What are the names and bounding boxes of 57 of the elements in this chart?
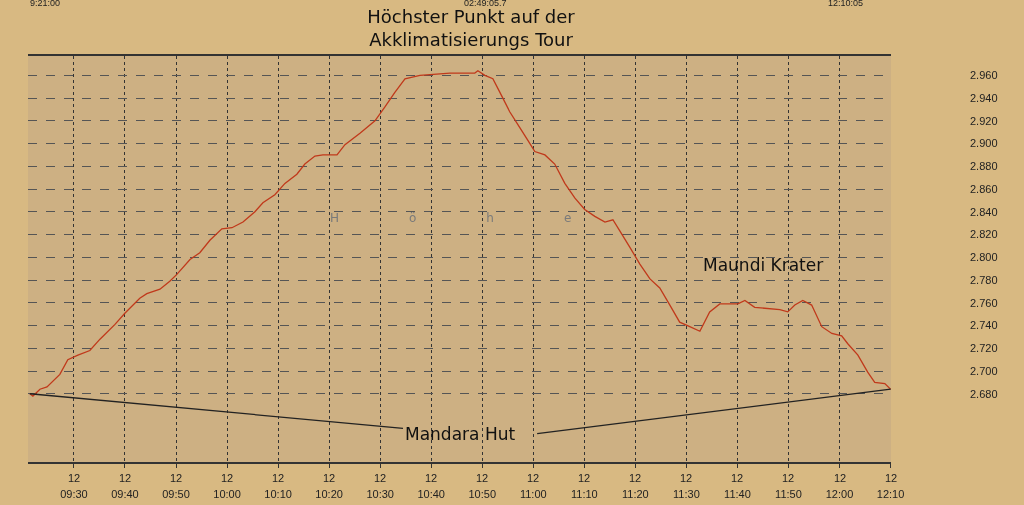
y-tick-label: 2.760 <box>970 296 998 309</box>
text: 12 <box>885 472 898 484</box>
x-tick-label: 11:50 <box>775 488 802 501</box>
x-tick-label: 10:10 <box>264 488 292 501</box>
text: 12 <box>629 472 642 484</box>
x-tick-label: 10:00 <box>213 488 241 501</box>
y-tick-label: 2.860 <box>970 182 998 195</box>
x-tick-label: 10:40 <box>417 488 445 501</box>
x-tick-label: 11:40 <box>724 488 751 501</box>
text: 12 <box>425 472 438 484</box>
y-tick-label: 2.960 <box>970 69 998 82</box>
text: 12 <box>272 472 285 484</box>
y-tick-label: 2.820 <box>970 228 998 241</box>
y-tick-label: 2.920 <box>970 114 998 127</box>
y-axis-title: Höhe <box>330 211 642 225</box>
y-tick-label: 2.900 <box>970 137 998 150</box>
text: 12 <box>782 472 795 484</box>
text: 12 <box>170 472 183 484</box>
x-tick-label: 11:00 <box>519 488 547 501</box>
x-tick-label: 10:30 <box>366 488 394 501</box>
text: 12 <box>731 472 744 484</box>
text: 12 <box>476 472 489 484</box>
x-tick-label: 11:20 <box>622 488 649 501</box>
y-tick-label: 2.780 <box>970 273 998 286</box>
y-tick-label: 2.720 <box>970 342 998 355</box>
y-tick-label: 2.840 <box>970 205 998 218</box>
x-tick-label: 10:50 <box>468 488 497 501</box>
line-series <box>29 70 891 397</box>
y-tick-label: 2.800 <box>970 251 998 264</box>
x-tick-label: 11:10 <box>570 488 598 501</box>
text: 12 <box>578 472 591 484</box>
text: 12 <box>374 472 387 484</box>
annotation: Mandara Hut <box>405 424 516 444</box>
text: 12 <box>834 472 847 484</box>
x-tick-label: 09:30 <box>60 488 88 501</box>
y-tick-label: 2.680 <box>970 387 998 400</box>
y-tick-label: 2.740 <box>970 319 998 332</box>
text: 12 <box>323 472 336 484</box>
x-tick-label: 12:00 <box>825 488 854 501</box>
text: 9:21:00 <box>30 0 61 8</box>
y-tick-label: 2.940 <box>970 91 998 104</box>
x-tick-label: 12:10 <box>876 488 905 501</box>
text: 12 <box>221 472 234 484</box>
y-tick-label: 2.880 <box>970 160 998 173</box>
chart-title: Höchster Punkt auf der Akklimatisierungs Tour <box>367 5 576 51</box>
x-tick-label: 09:40 <box>111 488 139 501</box>
annotation: Maundi Krater <box>703 255 824 275</box>
text: 12 <box>119 472 132 484</box>
text: 12 <box>68 472 81 484</box>
text: 12:10:05 <box>828 0 864 8</box>
text: 12 <box>680 472 693 484</box>
text: 12 <box>527 472 540 484</box>
x-tick-label: 11:30 <box>673 488 700 501</box>
x-tick-label: 10:20 <box>315 488 343 501</box>
text: 02:49:05.7 <box>464 0 507 8</box>
y-tick-label: 2.700 <box>970 364 998 377</box>
x-tick-label: 09:50 <box>162 488 190 501</box>
